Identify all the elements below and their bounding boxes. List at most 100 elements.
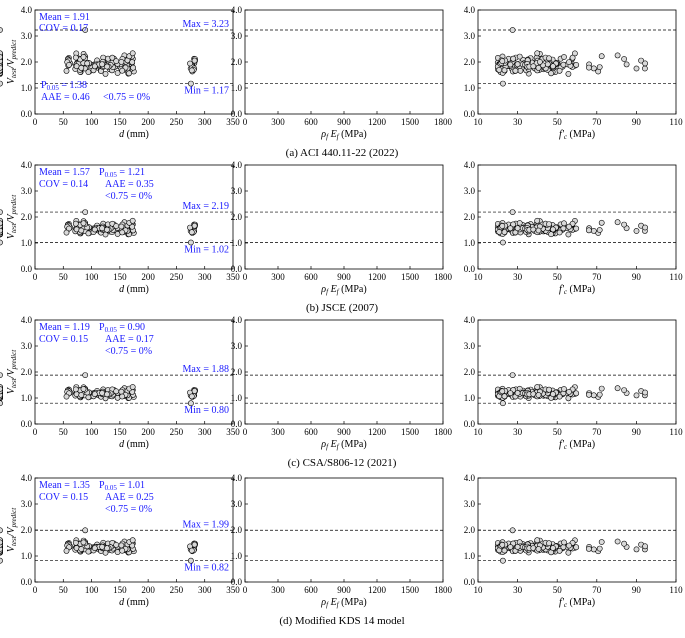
- data-point: [496, 67, 503, 73]
- x-tick-label: 50: [553, 427, 563, 437]
- x-tick-label: 70: [592, 272, 602, 282]
- data-point: [596, 391, 603, 398]
- y-tick-label: 3.0: [231, 31, 243, 41]
- data-point: [621, 56, 627, 62]
- data-point: [0, 80, 3, 87]
- data-point: [0, 227, 3, 234]
- y-tick-label: 0.0: [21, 264, 33, 274]
- stat-aae: AAE = 0.25: [105, 492, 154, 503]
- data-point: [573, 225, 580, 232]
- x-tick-label: 150: [113, 272, 127, 282]
- y-tick-label: 3.0: [231, 499, 243, 509]
- data-point: [596, 64, 603, 70]
- stat-lt075: <0.75 = 0%: [105, 346, 152, 357]
- stat-aae: AAE = 0.35: [105, 179, 154, 190]
- data-point: [0, 54, 3, 60]
- stat-cov: COV = 0.15: [39, 492, 88, 503]
- x-axis-label: f'c (MPa): [559, 439, 595, 451]
- data-point: [614, 52, 621, 59]
- y-tick-label: 0.0: [464, 109, 476, 119]
- data-point: [530, 63, 537, 70]
- data-point: [546, 540, 552, 547]
- y-tick-label: 0.0: [464, 577, 476, 587]
- stat-mean: Mean = 1.35: [39, 480, 90, 491]
- y-tick-label: 2.0: [464, 525, 476, 535]
- panel-0-d: 0.0 1.0 2.0 3.0 4.0 0 50 100 150 200 250 300 350 d (m…: [21, 5, 241, 140]
- y-tick-label: 2.0: [231, 525, 243, 535]
- plot-frame: [244, 319, 444, 425]
- x-tick-label: 100: [85, 427, 99, 437]
- data-point: [119, 393, 126, 400]
- y-tick-label: 0.0: [464, 419, 476, 429]
- data-point: [556, 393, 563, 400]
- data-point: [573, 544, 580, 551]
- data-point: [510, 221, 517, 228]
- data-point: [598, 385, 605, 392]
- data-point: [534, 537, 541, 544]
- data-point: [514, 390, 521, 396]
- panel-2-fc: 0.0 1.0 2.0 3.0 4.0 10 30 50 70 90 110 f'c (MPa): [464, 315, 683, 451]
- data-point: [560, 225, 567, 232]
- data-point: [187, 557, 194, 564]
- x-tick-label: 1200: [368, 272, 387, 282]
- data-point: [118, 542, 125, 549]
- x-tick-label: 600: [304, 117, 318, 127]
- y-tick-label: 1.0: [231, 393, 243, 403]
- x-tick-label: 1500: [401, 427, 420, 437]
- data-point: [573, 62, 580, 68]
- data-point: [565, 549, 572, 556]
- y-tick-label: 2.0: [21, 525, 33, 535]
- data-point: [130, 64, 136, 71]
- data-point: [78, 227, 85, 234]
- data-point: [0, 557, 3, 564]
- data-point: [72, 54, 79, 61]
- data-point: [118, 388, 125, 395]
- y-tick-label: 3.0: [464, 186, 476, 196]
- data-point: [82, 527, 89, 534]
- x-tick-label: 250: [170, 427, 184, 437]
- stat-min-label: Min = 1.02: [184, 244, 229, 255]
- x-tick-label: 100: [85, 585, 99, 595]
- x-tick-label: 0: [243, 272, 248, 282]
- data-point: [104, 545, 110, 552]
- data-point: [516, 53, 523, 60]
- y-tick-label: 3.0: [21, 31, 33, 41]
- data-point: [535, 392, 542, 398]
- data-point: [82, 27, 89, 33]
- panel-1-fc: 0.0 1.0 2.0 3.0 4.0 10 30 50 70 90 110 f'c (MPa): [464, 160, 683, 296]
- x-tick-label: 1800: [434, 117, 453, 127]
- y-tick-label: 3.0: [21, 186, 33, 196]
- x-tick-label: 1200: [368, 585, 387, 595]
- data-point: [0, 400, 3, 407]
- data-point: [534, 50, 541, 57]
- data-point: [633, 546, 640, 553]
- data-point: [590, 392, 597, 399]
- data-point: [129, 537, 136, 544]
- x-axis-label: ρf Ef (MPa): [320, 284, 366, 296]
- data-point: [614, 538, 621, 545]
- stat-max-label: Max = 3.23: [183, 19, 229, 30]
- data-point: [84, 60, 91, 67]
- x-tick-label: 50: [59, 427, 69, 437]
- stat-lt075: <0.75 = 0%: [105, 191, 152, 202]
- data-point: [537, 59, 543, 65]
- x-tick-label: 250: [170, 272, 184, 282]
- y-tick-label: 4.0: [464, 315, 476, 325]
- y-tick-label: 4.0: [464, 473, 476, 483]
- data-point: [0, 209, 3, 215]
- data-point: [85, 69, 92, 75]
- row-caption: (d) Modified KDS 14 model: [279, 615, 404, 627]
- data-point: [0, 239, 3, 246]
- y-tick-label: 4.0: [21, 315, 33, 325]
- x-axis-label: d (mm): [119, 284, 149, 295]
- data-point: [566, 388, 572, 395]
- data-point: [99, 61, 105, 68]
- x-tick-label: 10: [474, 117, 484, 127]
- x-tick-label: 300: [198, 272, 212, 282]
- y-tick-label: 1.0: [21, 83, 33, 93]
- data-point: [633, 65, 640, 72]
- data-point: [119, 547, 126, 554]
- plot-frame: [244, 164, 444, 270]
- data-point: [550, 226, 556, 233]
- data-point: [614, 385, 621, 392]
